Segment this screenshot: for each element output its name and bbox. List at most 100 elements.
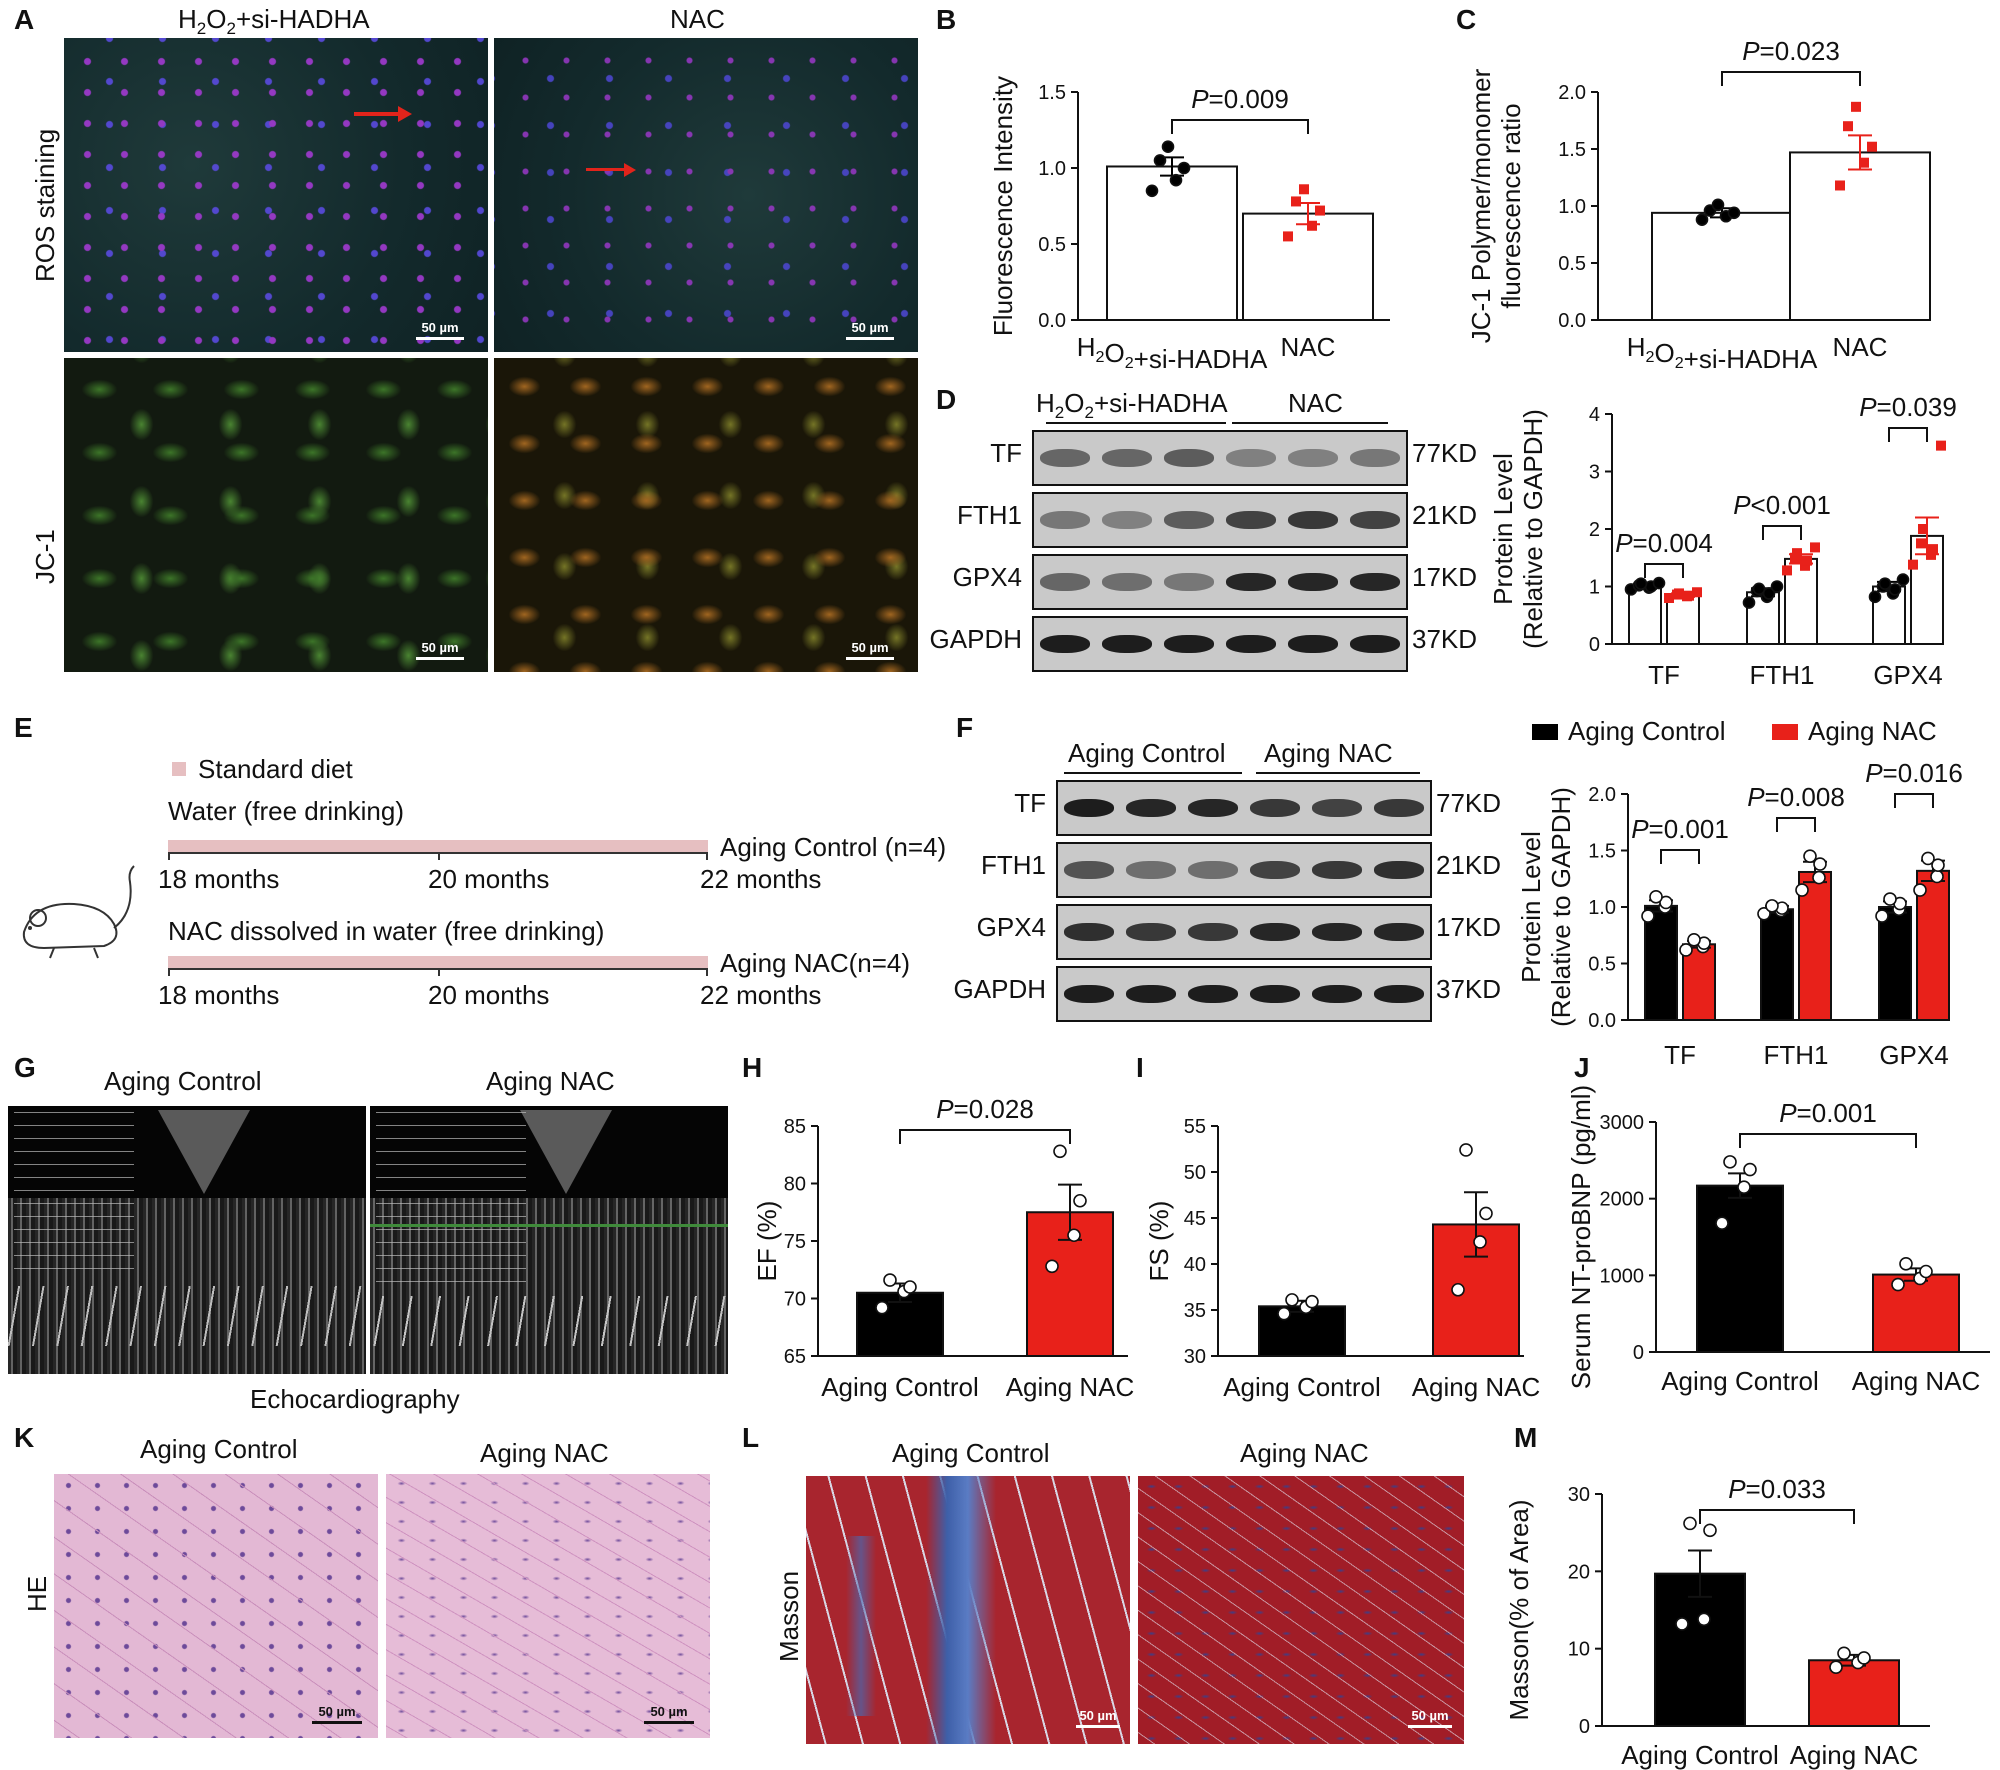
y-tick-label: 1.5 — [1038, 82, 1066, 104]
blot-protein-label: GAPDH — [953, 974, 1046, 1004]
data-point — [1053, 1144, 1067, 1159]
blot-protein-label: GPX4 — [976, 912, 1046, 942]
blot-band — [1064, 923, 1114, 941]
scale-bar-label: 50 µm — [851, 320, 889, 335]
p-value-label: P=0.023 — [1742, 36, 1840, 66]
y-axis-title: Serum NT-proBNP (pg/ml) — [1566, 1085, 1596, 1389]
scale-bar: 50 µm — [1076, 1708, 1120, 1728]
y-tick-label: 45 — [1184, 1208, 1206, 1230]
data-point — [1888, 583, 1902, 596]
y-tick-label: 2.0 — [1558, 82, 1586, 104]
y-tick-label: 3000 — [1600, 1112, 1645, 1134]
water-label: Water (free drinking) — [168, 796, 404, 826]
y-tick-label: 1.0 — [1038, 158, 1066, 180]
data-point — [1803, 849, 1817, 863]
x-category-label: TF — [1648, 660, 1680, 690]
blot-band — [1312, 861, 1362, 879]
x-category-label: H2O2+si-HADHA — [1627, 332, 1818, 374]
blot-band — [1226, 635, 1276, 653]
data-point — [1926, 549, 1936, 560]
panel-label-a: A — [14, 4, 35, 35]
p-value-label: P=0.033 — [1728, 1474, 1826, 1504]
scale-bar-label: 50 µm — [1411, 1708, 1449, 1723]
scale-bar-label: 50 µm — [421, 640, 459, 655]
blot-strip — [1032, 492, 1408, 548]
mouse-icon — [22, 865, 135, 959]
bar — [1798, 870, 1832, 1021]
data-point — [1931, 858, 1945, 872]
y-axis-title: Fluorescence Intensity — [988, 76, 1018, 336]
ros-image-nac: 50 µm — [494, 38, 918, 352]
blot-band — [1226, 573, 1276, 591]
data-point — [903, 1280, 917, 1294]
y-axis-title: fluorescence ratio — [1496, 103, 1526, 308]
red-arrow-icon — [354, 112, 400, 116]
data-point — [1652, 576, 1666, 590]
blot-size-label: 37KD — [1436, 974, 1502, 1004]
blot-strip — [1032, 430, 1408, 486]
data-point — [1878, 577, 1892, 590]
ros-image-hadha: 50 µm — [64, 38, 488, 352]
y-tick-label: 0.0 — [1038, 310, 1066, 332]
bar — [1760, 908, 1794, 1022]
data-point — [1649, 890, 1663, 904]
t-20-label: 20 months — [428, 864, 550, 894]
f-group1-line — [1064, 772, 1242, 774]
blot-band — [1064, 985, 1114, 1003]
y-tick-label: 10 — [1568, 1639, 1590, 1661]
y-tick-label: 2000 — [1600, 1189, 1645, 1211]
legend-control-swatch — [1532, 724, 1558, 740]
bar — [856, 1291, 944, 1357]
red-arrow-icon — [586, 168, 626, 171]
blot-band — [1040, 511, 1090, 529]
blot-band — [1350, 449, 1400, 467]
y-tick-label: 1.5 — [1558, 139, 1586, 161]
significance-bracket — [1776, 817, 1816, 832]
bar — [1258, 1305, 1346, 1357]
significance-bracket — [1660, 849, 1700, 864]
a-col1-label: H2O2+si-HADHA — [178, 4, 370, 39]
y-axis-title: FS (%) — [1144, 1201, 1174, 1282]
blot-band — [1126, 985, 1176, 1003]
y-tick-label: 0.5 — [1038, 234, 1066, 256]
bar — [1242, 212, 1374, 322]
data-point — [1479, 1206, 1493, 1221]
data-point — [1857, 1651, 1871, 1665]
data-point — [1875, 909, 1889, 923]
data-point — [1810, 542, 1820, 553]
nac-timeline-bar — [168, 956, 708, 968]
panel-label-d: D — [936, 384, 957, 415]
y-tick-label: 55 — [1184, 1116, 1206, 1138]
blot-band — [1164, 635, 1214, 653]
blot-size-label: 21KD — [1436, 850, 1502, 880]
significance-bracket — [899, 1129, 1071, 1144]
scale-bar: 50 µm — [312, 1704, 362, 1724]
bar — [1654, 1572, 1746, 1727]
blot-band — [1188, 799, 1238, 817]
l-col2-label: Aging NAC — [1240, 1438, 1369, 1468]
scale-bar-label: 50 µm — [650, 1704, 688, 1719]
blot-size-label: 17KD — [1436, 912, 1502, 942]
data-point — [1283, 231, 1293, 242]
d-group1-label: H2O2+si-HADHA — [1036, 388, 1228, 423]
blot-band — [1102, 635, 1152, 653]
blot-strip — [1056, 780, 1432, 836]
tick — [438, 968, 440, 976]
echo-image-control — [8, 1106, 366, 1374]
blot-strip — [1032, 554, 1408, 610]
jc1-image-nac: 50 µm — [494, 358, 918, 672]
masson-image-nac: 50 µm — [1138, 1476, 1464, 1744]
t-18-label: 18 months — [158, 864, 280, 894]
data-point — [1727, 206, 1741, 220]
tick — [168, 968, 170, 976]
significance-bracket — [1644, 563, 1684, 578]
panel-label-i: I — [1136, 1052, 1144, 1083]
x-category-label: Aging NAC — [1006, 1372, 1135, 1402]
blot-strip — [1032, 616, 1408, 672]
blot-band — [1226, 449, 1276, 467]
y-tick-label: 1000 — [1600, 1265, 1645, 1287]
significance-bracket — [1888, 427, 1928, 442]
blot-band — [1374, 799, 1424, 817]
data-point — [1153, 154, 1167, 167]
